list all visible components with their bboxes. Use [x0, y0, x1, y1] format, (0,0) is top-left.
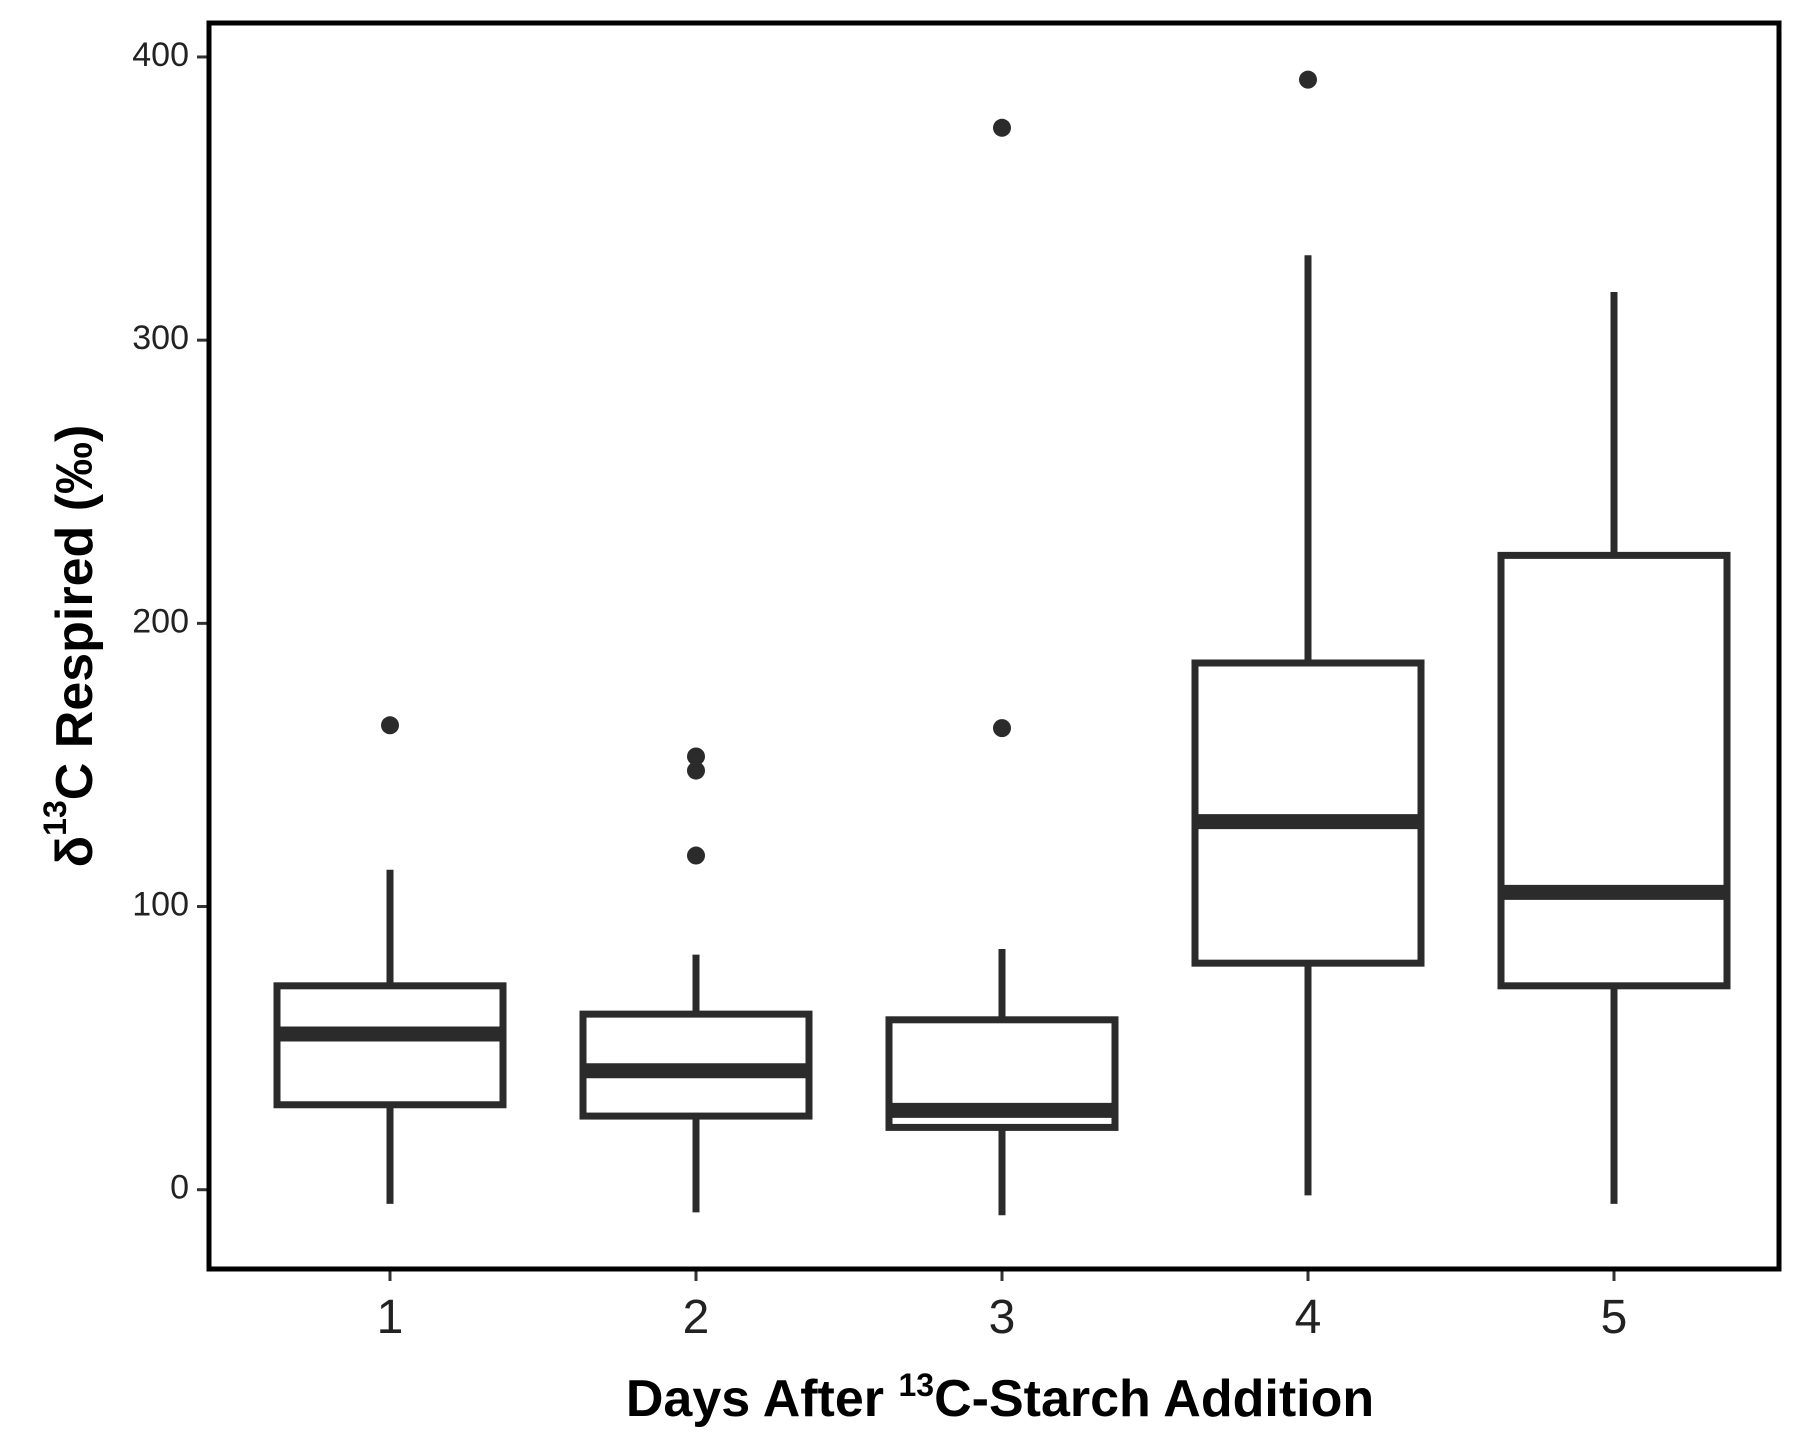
x-tick-label: 3 — [989, 1291, 1016, 1344]
y-axis-title-superscript: 13 — [37, 800, 73, 836]
y-tick-label: 200 — [132, 602, 189, 640]
iqr-box — [273, 982, 507, 1109]
x-tick-label: 4 — [1295, 1291, 1322, 1344]
y-axis: 0 100 200 300 400 — [132, 36, 209, 1207]
y-tick-label: 0 — [170, 1169, 189, 1207]
outlier-point — [687, 747, 705, 766]
x-tick-label: 5 — [1601, 1291, 1628, 1344]
outlier-point — [1299, 70, 1317, 89]
outlier-point — [687, 846, 705, 865]
box-day-3 — [885, 118, 1119, 1216]
panel-border — [206, 20, 1782, 1272]
y-tick-label: 300 — [132, 319, 189, 357]
y-tick-label: 100 — [132, 886, 189, 924]
box-day-5 — [1497, 292, 1731, 1204]
outlier-point — [381, 716, 399, 735]
x-axis-title-superscript: 13 — [898, 1367, 934, 1403]
x-axis-title-main: Days After — [626, 1370, 899, 1428]
boxes-layer — [273, 70, 1731, 1216]
outlier-point — [687, 761, 705, 780]
iqr-box — [1191, 659, 1425, 967]
box-day-1 — [273, 716, 507, 1204]
x-axis-title: Days After 13C-Starch Addition — [626, 1367, 1374, 1428]
y-axis-title-main: δ — [46, 836, 104, 868]
outlier-point — [993, 118, 1011, 137]
y-tick-label: 400 — [132, 36, 189, 74]
box-day-4 — [1191, 70, 1425, 1196]
outlier-point — [993, 719, 1011, 738]
y-axis-title: δ13C Respired (‰) — [37, 425, 103, 868]
iqr-box — [1497, 551, 1731, 990]
y-axis-title-rest: C Respired (‰) — [46, 425, 104, 801]
x-tick-label: 1 — [377, 1291, 404, 1344]
x-axis-title-rest: C-Starch Addition — [934, 1370, 1374, 1428]
box-day-2 — [579, 747, 813, 1213]
x-tick-label: 2 — [683, 1291, 710, 1344]
